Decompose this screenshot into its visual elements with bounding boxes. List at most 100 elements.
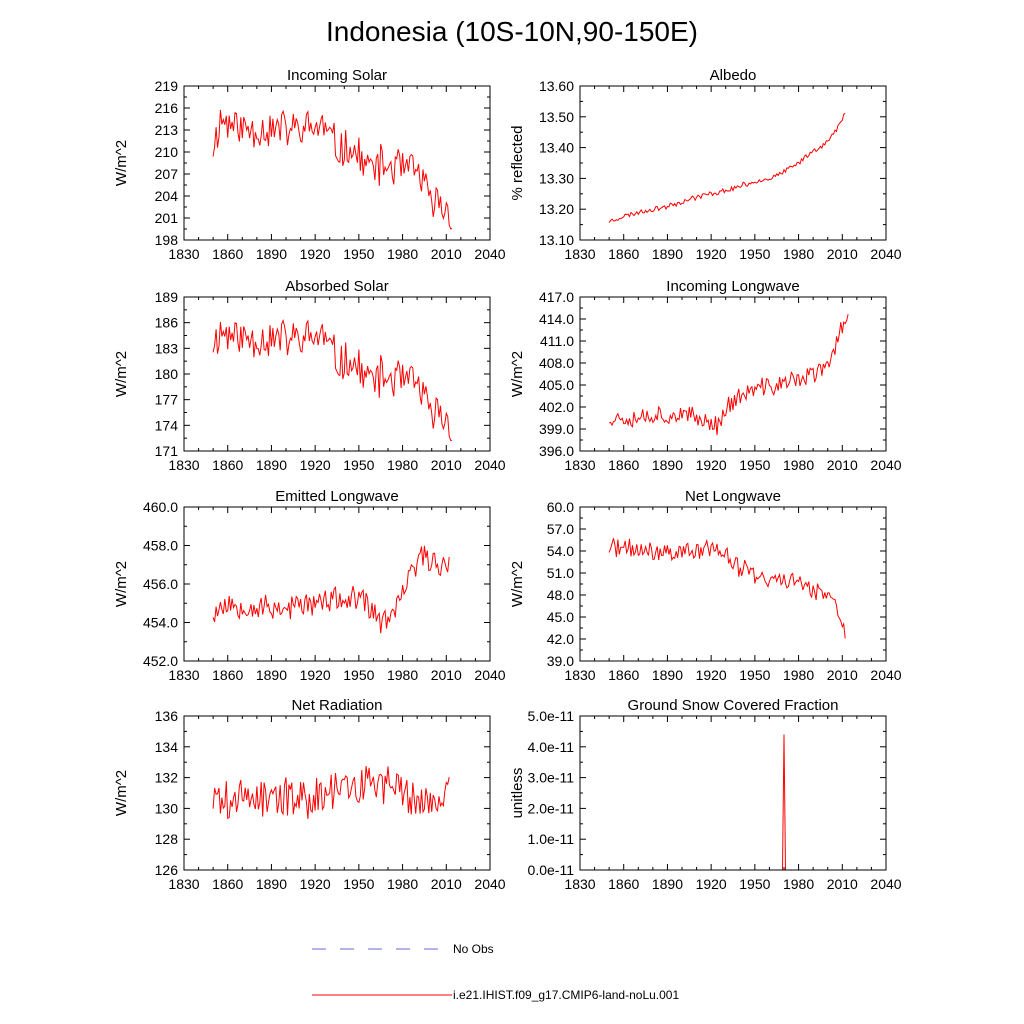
x-tick-label: 1890 [256, 876, 287, 892]
plot-frame [183, 296, 491, 452]
x-tick-label: 1950 [739, 457, 770, 473]
y-tick-label: 183 [155, 340, 179, 356]
figure-title: Indonesia (10S-10N,90-150E) [326, 16, 698, 47]
y-tick-label: 216 [155, 100, 179, 116]
y-tick-label: 219 [155, 78, 179, 94]
y-tick-label: 452.0 [143, 653, 178, 669]
y-tick-label: 13.20 [539, 201, 574, 217]
y-axis-label: unitless [509, 768, 526, 819]
series-line [609, 734, 846, 871]
x-tick-label: 1980 [783, 876, 814, 892]
panel-title: Emitted Longwave [275, 488, 398, 505]
y-tick-label: 39.0 [547, 653, 574, 669]
y-tick-label: 42.0 [547, 631, 574, 647]
y-tick-label: 189 [155, 289, 179, 305]
series-line [608, 538, 846, 639]
panel-7: Net Radiation W/m^2 1830 1860 1890 1920 1950 19… [113, 697, 506, 892]
legend-label-model: i.e21.IHIST.f09_g17.CMIP6-land-noLu.001 [453, 988, 679, 1002]
x-tick-label: 1830 [168, 667, 199, 683]
plot-frame [579, 296, 887, 452]
y-tick-label: 132 [155, 770, 179, 786]
x-tick-label: 1920 [300, 667, 331, 683]
panel-title: Albedo [710, 67, 757, 84]
panel-title: Incoming Longwave [666, 278, 799, 295]
y-tick-label: 186 [155, 315, 179, 331]
x-tick-label: 1860 [212, 667, 243, 683]
x-tick-label: 2040 [474, 457, 505, 473]
y-tick-label: 54.0 [547, 543, 574, 559]
y-tick-label: 411.0 [540, 333, 574, 349]
y-tick-label: 402.0 [539, 399, 574, 415]
y-tick-label: 4.0e-11 [528, 739, 575, 755]
x-tick-label: 1890 [256, 667, 287, 683]
y-axis-label: W/m^2 [113, 140, 130, 186]
x-tick-label: 1980 [387, 667, 418, 683]
panel-title: Incoming Solar [287, 67, 387, 84]
y-tick-label: 456.0 [143, 576, 178, 592]
panel-5: Emitted Longwave W/m^2 1830 1860 1890 1920 195… [113, 488, 506, 683]
series-line [608, 112, 846, 223]
legend: No Obs i.e21.IHIST.f09_g17.CMIP6-land-no… [312, 942, 679, 1002]
y-tick-label: 5.0e-11 [528, 708, 575, 724]
x-tick-label: 1950 [343, 667, 374, 683]
y-tick-label: 48.0 [547, 587, 574, 603]
x-tick-label: 1950 [739, 876, 770, 892]
panel-title: Net Radiation [292, 697, 383, 714]
series-line [608, 314, 849, 436]
x-tick-label: 1980 [387, 876, 418, 892]
x-tick-label: 1920 [300, 457, 331, 473]
x-tick-label: 2010 [827, 457, 858, 473]
x-tick-label: 2040 [870, 457, 901, 473]
x-tick-label: 1920 [696, 457, 727, 473]
x-tick-label: 1830 [564, 667, 595, 683]
x-tick-label: 1950 [343, 457, 374, 473]
y-tick-label: 174 [155, 417, 179, 433]
x-tick-label: 2010 [827, 876, 858, 892]
y-axis-label: W/m^2 [113, 561, 130, 607]
x-tick-label: 1920 [696, 667, 727, 683]
x-tick-label: 1980 [387, 457, 418, 473]
x-tick-label: 1890 [652, 876, 683, 892]
x-tick-label: 1950 [739, 246, 770, 262]
y-tick-label: 134 [155, 739, 179, 755]
x-tick-label: 1860 [212, 246, 243, 262]
plot-frame [579, 506, 887, 662]
x-tick-label: 1830 [168, 457, 199, 473]
y-tick-label: 13.10 [539, 232, 574, 248]
x-tick-label: 1830 [168, 876, 199, 892]
y-tick-label: 207 [155, 166, 179, 182]
y-axis-label: W/m^2 [509, 561, 526, 607]
x-tick-label: 1860 [608, 876, 639, 892]
y-tick-label: 60.0 [547, 499, 574, 515]
series-line [212, 545, 450, 634]
x-tick-label: 1890 [652, 246, 683, 262]
y-tick-label: 204 [155, 188, 179, 204]
plot-frame [579, 85, 887, 241]
y-tick-label: 408.0 [539, 355, 574, 371]
y-tick-label: 13.60 [539, 78, 574, 94]
y-tick-label: 180 [155, 366, 179, 382]
y-tick-label: 13.50 [539, 109, 574, 125]
series-line [212, 766, 450, 820]
plot-frame [183, 506, 491, 662]
x-tick-label: 1980 [387, 246, 418, 262]
x-tick-label: 1950 [343, 876, 374, 892]
panel-4: Incoming Longwave W/m^2 1830 1860 1890 1920 19… [509, 278, 902, 473]
y-tick-label: 57.0 [547, 521, 574, 537]
panel-title: Ground Snow Covered Fraction [628, 697, 839, 714]
y-tick-label: 126 [155, 862, 179, 878]
plot-frame [183, 715, 491, 871]
x-tick-label: 1860 [212, 457, 243, 473]
panels: Incoming Solar W/m^2 1830 1860 1890 1920 1950 1… [113, 67, 902, 892]
x-tick-label: 1920 [696, 246, 727, 262]
x-tick-label: 1890 [256, 246, 287, 262]
x-tick-label: 1860 [608, 246, 639, 262]
panel-3: Absorbed Solar W/m^2 1830 1860 1890 1920 1950 1… [113, 278, 506, 473]
y-tick-label: 1.0e-11 [528, 831, 575, 847]
y-tick-label: 177 [155, 392, 179, 408]
panel-1: Incoming Solar W/m^2 1830 1860 1890 1920 1950 1… [113, 67, 506, 262]
y-tick-label: 414.0 [539, 311, 574, 327]
x-tick-label: 2040 [870, 667, 901, 683]
x-tick-label: 2040 [474, 876, 505, 892]
